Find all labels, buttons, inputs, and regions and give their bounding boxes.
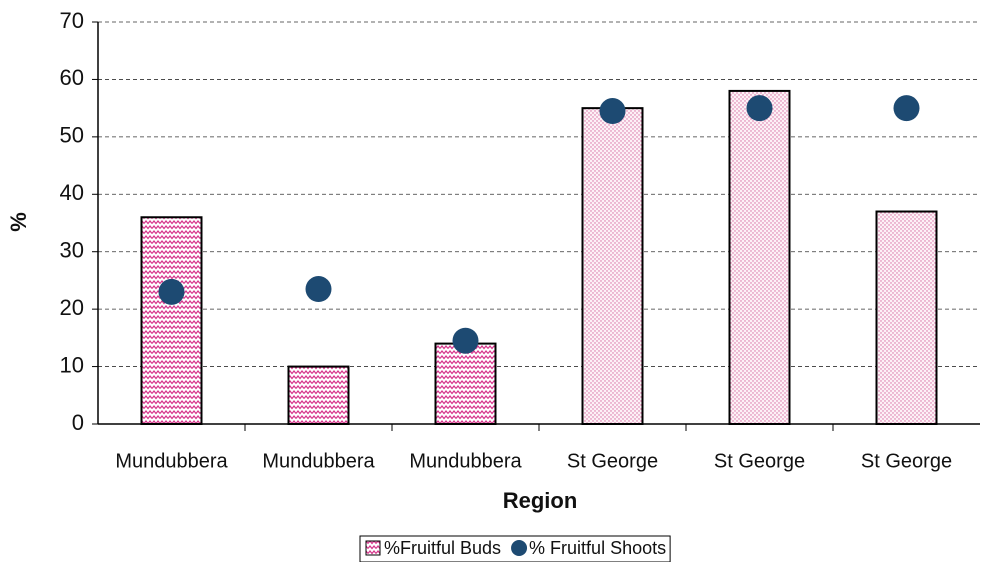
bar <box>875 210 938 425</box>
y-tick-label: 60 <box>60 65 84 90</box>
x-tick-label: St George <box>567 450 658 472</box>
x-tick-label: St George <box>861 450 952 472</box>
bar <box>434 342 497 426</box>
y-tick-label: 30 <box>60 238 84 263</box>
y-tick-label: 10 <box>60 352 84 377</box>
x-tick-label: Mundubbera <box>262 450 375 472</box>
bar <box>728 89 791 426</box>
bar <box>287 365 350 426</box>
point <box>893 95 920 122</box>
bar <box>140 216 203 425</box>
y-axis-title: % <box>6 212 31 232</box>
x-tick-label: Mundubbera <box>115 450 228 472</box>
legend-swatch <box>365 540 381 556</box>
legend: %Fruitful Buds % Fruitful Shoots <box>359 535 671 562</box>
legend-swatch <box>511 540 528 556</box>
y-tick-label: 0 <box>72 410 84 435</box>
legend-label: %Fruitful Buds <box>384 538 501 558</box>
y-tick-label: 50 <box>60 123 84 148</box>
point <box>599 98 626 125</box>
point <box>305 276 332 303</box>
point <box>746 95 773 122</box>
x-tick-label: St George <box>714 450 805 472</box>
legend-label: % Fruitful Shoots <box>529 538 666 558</box>
x-axis-title: Region <box>503 488 578 513</box>
point <box>452 327 479 354</box>
x-tick-label: Mundubbera <box>409 450 522 472</box>
y-tick-label: 20 <box>60 295 84 320</box>
point <box>158 278 185 305</box>
y-tick-label: 70 <box>60 8 84 33</box>
bar <box>581 107 644 426</box>
y-tick-label: 40 <box>60 180 84 205</box>
